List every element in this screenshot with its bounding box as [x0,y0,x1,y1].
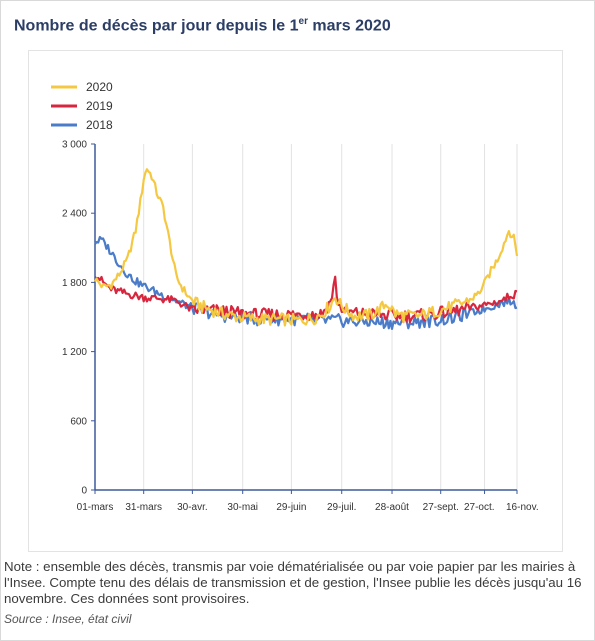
y-tick-label: 1 200 [62,347,87,358]
x-tick-label: 16-nov. [506,502,539,513]
chart-series [94,168,519,330]
chart-note: Note : ensemble des décès, transmis par … [4,559,582,606]
x-tick-label: 27-sept. [423,502,459,513]
legend-label-2018: 2018 [86,118,113,132]
y-tick-label: 600 [70,416,87,427]
legend-label-2020: 2020 [86,80,113,94]
legend-label-2019: 2019 [86,99,113,113]
y-tick-label: 3 000 [62,140,87,151]
y-tick-label: 1 800 [62,278,87,289]
x-tick-label: 29-juil. [327,502,356,513]
chart-legend: 2020 2019 2018 [51,80,113,132]
x-tick-label: 30-avr. [177,502,208,513]
chart-axes: 01-mars 31-mars 30-avr. 30-mai 29-juin 29-jui… [62,140,539,514]
series-line-2020 [94,168,519,327]
x-tick-label: 30-mai [227,502,258,513]
x-tick-label: 01-mars [77,502,114,513]
y-tick-label: 2 400 [62,209,87,220]
chart-panel: 01-mars 31-mars 30-avr. 30-mai 29-juin 29-jui… [28,50,563,552]
x-tick-label: 31-mars [125,502,162,513]
chart-grid [143,144,518,490]
page-title: Nombre de décès par jour depuis le 1er m… [14,16,391,35]
y-tick-label: 0 [81,486,87,497]
series-line-2019 [94,275,518,324]
x-tick-label: 29-juin [276,502,306,513]
chart-source: Source : Insee, état civil [4,612,132,626]
x-tick-label: 28-août [375,502,409,513]
x-tick-label: 27-oct. [464,502,495,513]
deaths-line-chart: 01-mars 31-mars 30-avr. 30-mai 29-juin 29-jui… [51,80,539,514]
